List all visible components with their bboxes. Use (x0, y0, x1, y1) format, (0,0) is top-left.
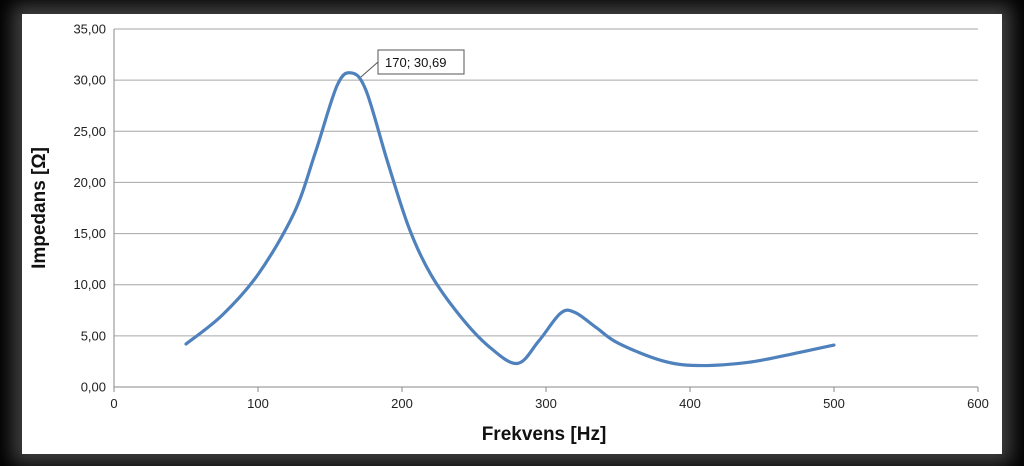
impedance-chart: 0,00 5,00 10,00 15,00 20,00 25,00 30,00 35,00 0… (29, 22, 989, 446)
annotation-label: 170; 30,69 (385, 55, 446, 70)
x-tick-label: 0 (110, 396, 117, 411)
y-tick-label: 5,00 (81, 328, 106, 343)
x-tick-label: 100 (247, 396, 269, 411)
x-tick-label: 400 (679, 396, 701, 411)
annotation-box (377, 49, 465, 75)
x-tick-label: 300 (535, 396, 557, 411)
y-tick-labels: 0,00 5,00 10,00 15,00 20,00 25,00 30,00 35,00 (73, 22, 106, 395)
y-tick-label: 35,00 (73, 22, 106, 37)
impedance-series-line (184, 71, 836, 368)
y-tick-label: 0,00 (81, 380, 106, 395)
x-tick-label: 600 (967, 396, 989, 411)
peak-annotation: 170; 30,69 (360, 49, 465, 78)
y-tick-label: 15,00 (73, 226, 106, 241)
x-axis-title: Frekvens [Hz] (482, 424, 607, 445)
y-tick-label: 30,00 (73, 73, 106, 88)
y-axis-title: Impedans [Ω] (29, 147, 50, 269)
grid-lines (114, 28, 978, 337)
axes (113, 29, 979, 392)
y-tick-label: 20,00 (73, 175, 106, 190)
y-tick-label: 10,00 (73, 277, 106, 292)
chart-panel: 0,00 5,00 10,00 15,00 20,00 25,00 30,00 35,00 0… (22, 14, 1002, 454)
annotation-leader-line (360, 61, 379, 78)
x-tick-label: 200 (391, 396, 413, 411)
x-tick-labels: 0 100 200 300 400 500 600 (110, 396, 988, 411)
y-tick-label: 25,00 (73, 124, 106, 139)
x-tick-label: 500 (823, 396, 845, 411)
